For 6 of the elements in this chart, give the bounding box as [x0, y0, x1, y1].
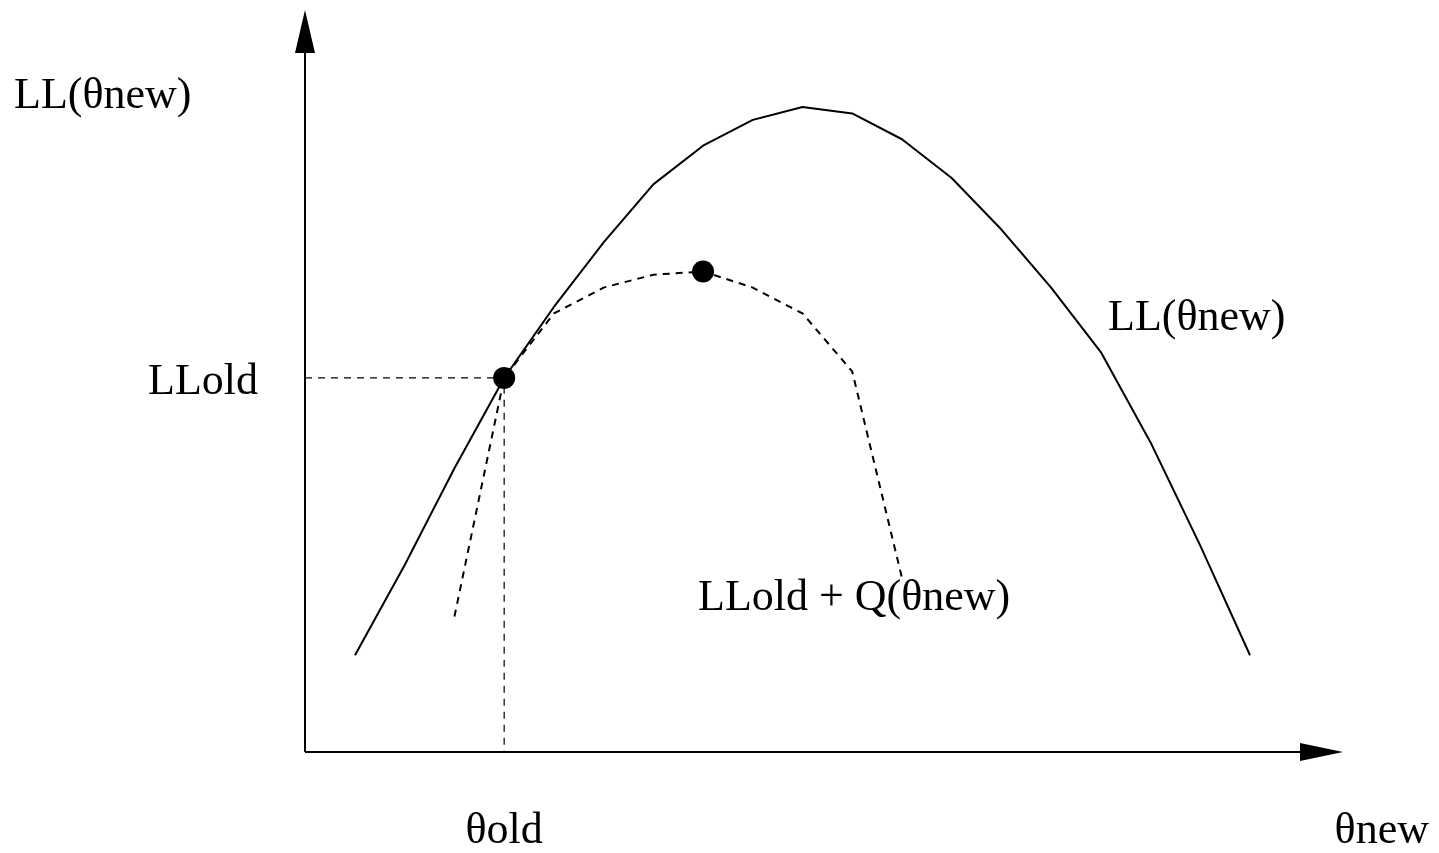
- series-label: LLold + Q(θnew): [698, 571, 1011, 620]
- series-label: LL(θnew): [1108, 291, 1286, 340]
- y-axis-title: LL(θnew): [14, 69, 192, 118]
- ref-line-label: LLold: [148, 354, 258, 404]
- text: θold: [465, 804, 543, 853]
- x-axis-title: θnew: [1334, 804, 1430, 853]
